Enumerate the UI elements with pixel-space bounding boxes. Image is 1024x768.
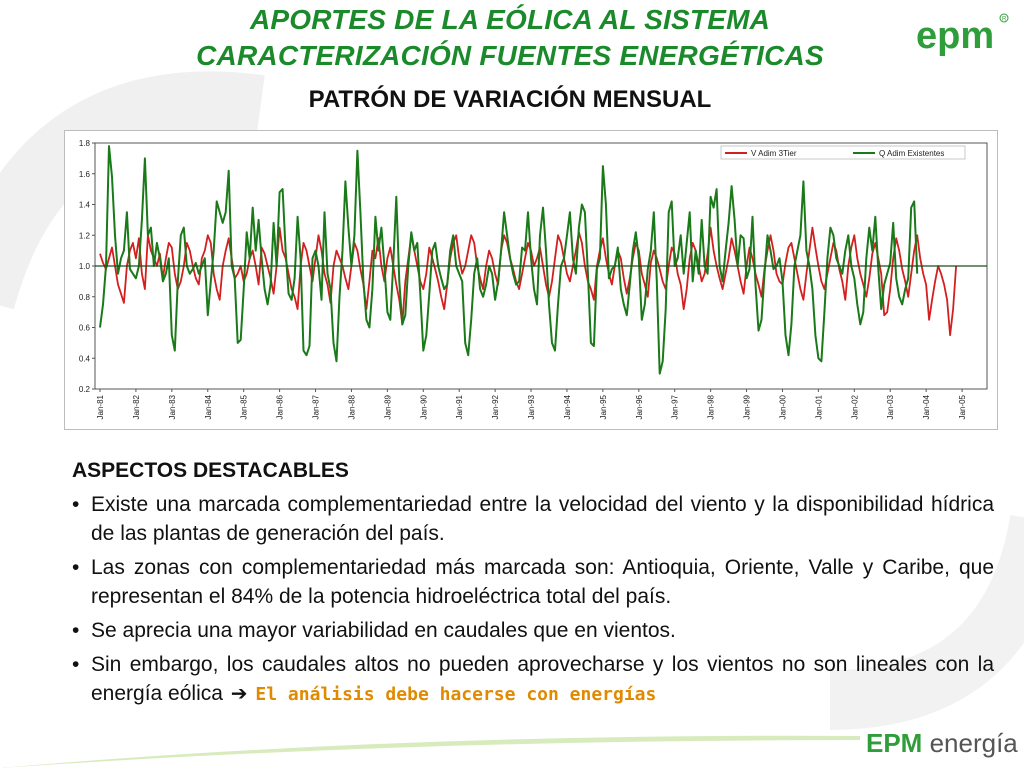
x-tick-label: Jan-94 [563, 394, 572, 419]
bullet-item: • Las zonas con complementariedad más ma… [72, 553, 994, 611]
epm-logo: epm R [916, 13, 1009, 57]
x-tick-label: Jan-85 [240, 394, 249, 419]
title-line-1: APORTES DE LA EÓLICA AL SISTEMA [249, 4, 771, 35]
bullet-marker: • [72, 556, 80, 579]
x-tick-label: Jan-91 [455, 394, 464, 419]
logo-energia-text: energía [922, 728, 1018, 758]
legend-label: Q Adim Existentes [879, 149, 944, 158]
x-tick-label: Jan-88 [347, 394, 356, 419]
x-tick-label: Jan-86 [276, 394, 285, 419]
legend-box [720, 145, 966, 160]
bullet-text: Se aprecia una mayor variabilidad en cau… [91, 619, 676, 642]
x-tick-label: Jan-98 [707, 394, 716, 419]
section-title: ASPECTOS DESTACABLES [72, 459, 349, 482]
y-tick-label: 1.8 [79, 139, 91, 148]
y-tick-label: 0.4 [79, 354, 91, 363]
logo-epm-text: EPM [866, 728, 923, 758]
x-tick-label: Jan-83 [168, 394, 177, 419]
bullet-marker: • [72, 493, 80, 516]
x-tick-label: Jan-92 [491, 394, 500, 419]
series-line-hydro [99, 145, 919, 375]
y-tick-label: 1.6 [79, 170, 91, 179]
y-tick-label: 1.2 [79, 231, 91, 240]
x-tick-label: Jan-81 [96, 394, 105, 419]
line-chart: 0.2 0.4 0.6 0.8 1.0 1.2 1.4 1.6 1.8 Jan-81 Jan-82 J… [64, 130, 998, 430]
title-line-2: CARACTERIZACIÓN FUENTES ENERGÉTICAS [196, 40, 824, 71]
bullet-marker: • [72, 619, 80, 642]
x-tick-label: Jan-95 [599, 394, 608, 419]
bottom-swoosh [0, 735, 860, 768]
x-tick-label: Jan-93 [527, 394, 536, 419]
subtitle: PATRÓN DE VARIACIÓN MENSUAL [308, 86, 712, 113]
y-tick-label: 1.4 [79, 201, 91, 210]
highlight-text: El análisis debe hacerse con energías [255, 684, 657, 705]
legend-label: V Adim 3Tier [751, 149, 797, 158]
bullet-text: Sin embargo, los caudales altos no puede… [91, 653, 994, 705]
bullet-item: • Sin embargo, los caudales altos no pue… [72, 650, 994, 709]
y-tick-label: 1.0 [79, 262, 91, 271]
bullet-item: • Existe una marcada complementariedad e… [72, 490, 994, 548]
x-tick-label: Jan-99 [743, 394, 752, 419]
y-tick-label: 0.2 [79, 385, 91, 394]
bullet-marker: • [72, 653, 80, 676]
x-tick-label: Jan-96 [635, 394, 644, 419]
arrow-right-icon: ➔ [230, 683, 248, 705]
x-tick-label: Jan-04 [922, 394, 931, 419]
bullet-text: Las zonas con complementariedad más marc… [91, 556, 994, 608]
aspects-section: ASPECTOS DESTACABLES • Existe una marcad… [72, 456, 994, 709]
x-tick-label: Jan-02 [850, 394, 859, 419]
x-tick-label: Jan-03 [886, 394, 895, 419]
svg-text:R: R [1002, 17, 1007, 23]
x-tick-label: Jan-87 [312, 394, 321, 419]
x-tick-label: Jan-05 [958, 394, 967, 419]
x-tick-label: Jan-89 [383, 394, 392, 419]
x-tick-label: Jan-00 [778, 394, 787, 419]
chart-canvas: 0.2 0.4 0.6 0.8 1.0 1.2 1.4 1.6 1.8 Jan-81 Jan-82 J… [79, 139, 988, 419]
x-tick-label: Jan-01 [814, 394, 823, 419]
x-tick-label: Jan-84 [204, 394, 213, 419]
series-line-wind [99, 226, 957, 337]
bullet-item: • Se aprecia una mayor variabilidad en c… [72, 616, 994, 645]
x-tick-label: Jan-90 [419, 394, 428, 419]
y-tick-label: 0.8 [79, 293, 91, 302]
bullet-text: Existe una marcada complementariedad ent… [91, 493, 994, 545]
epm-logo-text: epm [916, 15, 994, 57]
y-tick-label: 0.6 [79, 324, 91, 333]
x-tick-label: Jan-82 [132, 394, 141, 419]
x-tick-label: Jan-97 [671, 394, 680, 419]
epm-energia-logo: EPM energía [866, 728, 1018, 759]
